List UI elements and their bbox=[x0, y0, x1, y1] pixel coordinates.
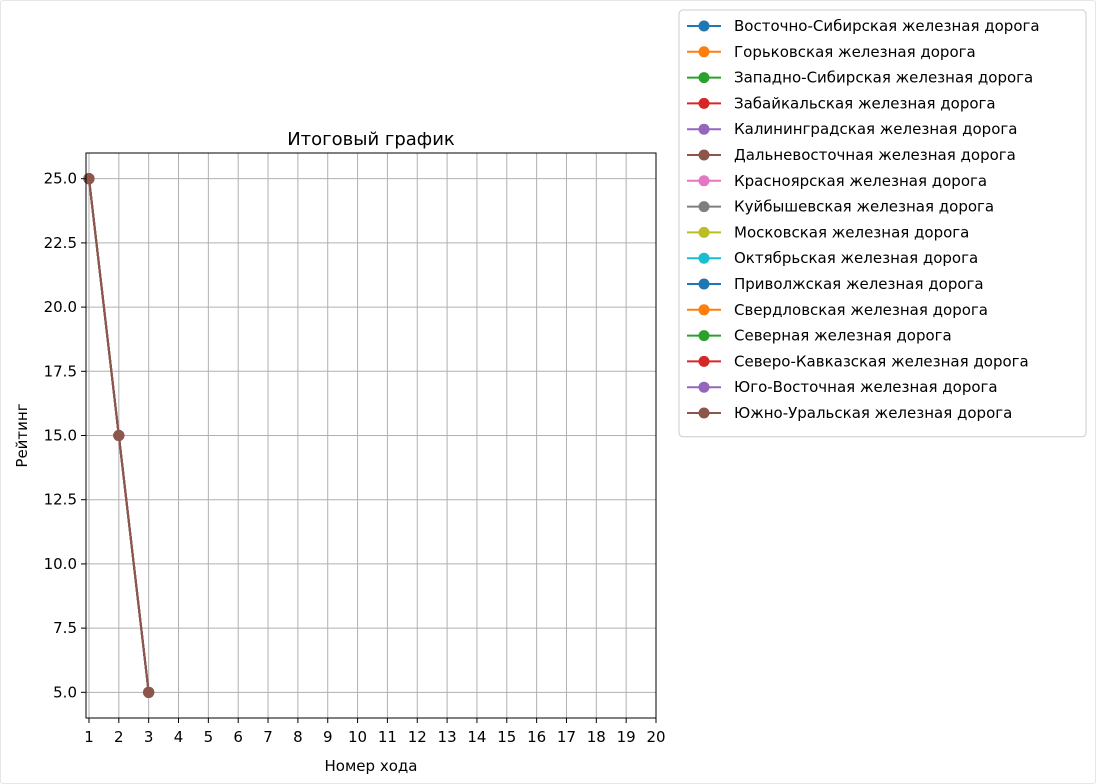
legend-item: Красноярская железная дорога bbox=[687, 172, 987, 190]
legend-item: Западно-Сибирская железная дорога bbox=[687, 69, 1033, 87]
x-tick-label: 5 bbox=[204, 728, 214, 746]
grid-lines bbox=[86, 153, 657, 718]
legend-item: Куйбышевская железная дорога bbox=[687, 198, 994, 216]
x-tick-label: 2 bbox=[114, 728, 124, 746]
y-axis-label: Рейтинг bbox=[13, 403, 31, 467]
legend-label: Свердловская железная дорога bbox=[734, 301, 988, 319]
legend-item: Южно-Уральская железная дорога bbox=[687, 404, 1012, 422]
x-tick-label: 4 bbox=[174, 728, 184, 746]
legend-marker bbox=[698, 355, 710, 367]
legend-marker bbox=[698, 304, 710, 316]
x-tick-label: 19 bbox=[617, 728, 636, 746]
x-tick-label: 20 bbox=[646, 728, 665, 746]
legend-marker bbox=[698, 381, 710, 393]
x-tick-label: 16 bbox=[527, 728, 546, 746]
x-axis-ticks: 1 2 3 4 5 6 7 8 9 10 11 12 13 14 15 16 17 18 19 20 bbox=[84, 718, 666, 746]
legend-label: Восточно-Сибирская железная дорога bbox=[734, 17, 1040, 35]
legend-label: Северо-Кавказская железная дорога bbox=[734, 352, 1029, 370]
x-tick-label: 18 bbox=[587, 728, 606, 746]
y-tick-label: 25.0 bbox=[44, 170, 77, 188]
x-tick-label: 17 bbox=[557, 728, 576, 746]
y-tick-label: 20.0 bbox=[44, 298, 77, 316]
legend-marker bbox=[698, 330, 710, 342]
legend-marker bbox=[698, 226, 710, 238]
legend-marker bbox=[698, 97, 710, 109]
legend-label: Октябрьская железная дорога bbox=[734, 249, 978, 267]
legend-item: Северная железная дорога bbox=[687, 327, 952, 345]
x-tick-label: 12 bbox=[408, 728, 427, 746]
y-tick-label: 17.5 bbox=[44, 362, 77, 380]
y-tick-label: 10.0 bbox=[44, 555, 77, 573]
legend-label: Московская железная дорога bbox=[734, 223, 969, 241]
legend-label: Юго-Восточная железная дорога bbox=[734, 378, 998, 396]
legend-label: Западно-Сибирская железная дорога bbox=[734, 69, 1033, 87]
legend-label: Куйбышевская железная дорога bbox=[734, 198, 994, 216]
y-tick-label: 5.0 bbox=[53, 683, 77, 701]
x-tick-label: 15 bbox=[497, 728, 516, 746]
x-tick-label: 1 bbox=[84, 728, 94, 746]
legend-marker bbox=[698, 20, 710, 32]
legend-label: Горьковская железная дорога bbox=[734, 43, 976, 61]
legend-marker bbox=[698, 278, 710, 290]
legend-item: Октябрьская железная дорога bbox=[687, 249, 978, 267]
legend-marker bbox=[698, 175, 710, 187]
x-tick-label: 8 bbox=[293, 728, 303, 746]
y-tick-label: 22.5 bbox=[44, 234, 77, 252]
legend-item: Дальневосточная железная дорога bbox=[687, 146, 1016, 164]
legend-item: Московская железная дорога bbox=[687, 223, 969, 241]
legend-marker bbox=[698, 72, 710, 84]
legend-label: Забайкальская железная дорога bbox=[734, 94, 996, 112]
legend-item: Восточно-Сибирская железная дорога bbox=[687, 17, 1040, 35]
legend-label: Дальневосточная железная дорога bbox=[734, 146, 1016, 164]
legend-item: Юго-Восточная железная дорога bbox=[687, 378, 998, 396]
series-point bbox=[143, 686, 155, 698]
legend-item: Калининградская железная дорога bbox=[687, 120, 1017, 138]
x-tick-label: 14 bbox=[467, 728, 486, 746]
x-tick-label: 6 bbox=[233, 728, 243, 746]
legend-item: Свердловская железная дорога bbox=[687, 301, 988, 319]
legend-marker bbox=[698, 201, 710, 213]
legend-label: Северная железная дорога bbox=[734, 327, 952, 345]
legend-box bbox=[678, 9, 1087, 438]
legend-item: Приволжская железная дорога bbox=[687, 275, 984, 293]
y-tick-label: 7.5 bbox=[53, 619, 77, 637]
legend-item: Северо-Кавказская железная дорога bbox=[687, 352, 1029, 370]
legend-label: Южно-Уральская железная дорога bbox=[734, 404, 1012, 422]
legend-item: Горьковская железная дорога bbox=[687, 43, 976, 61]
y-tick-label: 12.5 bbox=[44, 491, 77, 509]
legend-marker bbox=[698, 407, 710, 419]
x-tick-label: 3 bbox=[144, 728, 154, 746]
legend-marker bbox=[698, 123, 710, 135]
legend-label: Калининградская железная дорога bbox=[734, 120, 1017, 138]
x-tick-label: 7 bbox=[263, 728, 273, 746]
x-tick-label: 11 bbox=[378, 728, 397, 746]
legend-label: Красноярская железная дорога bbox=[734, 172, 987, 190]
x-tick-label: 13 bbox=[438, 728, 457, 746]
chart-title: Итоговый график bbox=[287, 129, 455, 150]
y-axis-ticks: 5.0 7.5 10.0 12.5 15.0 17.5 20.0 22.5 25.0 bbox=[44, 170, 86, 701]
legend-label: Приволжская железная дорога bbox=[734, 275, 984, 293]
x-tick-label: 10 bbox=[348, 728, 367, 746]
legend-item: Забайкальская железная дорога bbox=[687, 94, 996, 112]
legend-marker bbox=[698, 46, 710, 58]
x-axis-label: Номер хода bbox=[325, 757, 418, 775]
legend-marker bbox=[698, 252, 710, 264]
legend-marker bbox=[698, 149, 710, 161]
x-tick-label: 9 bbox=[323, 728, 333, 746]
y-tick-label: 15.0 bbox=[44, 427, 77, 445]
series-point bbox=[113, 430, 125, 441]
legend: Восточно-Сибирская железная дорога Горько… bbox=[678, 9, 1087, 438]
